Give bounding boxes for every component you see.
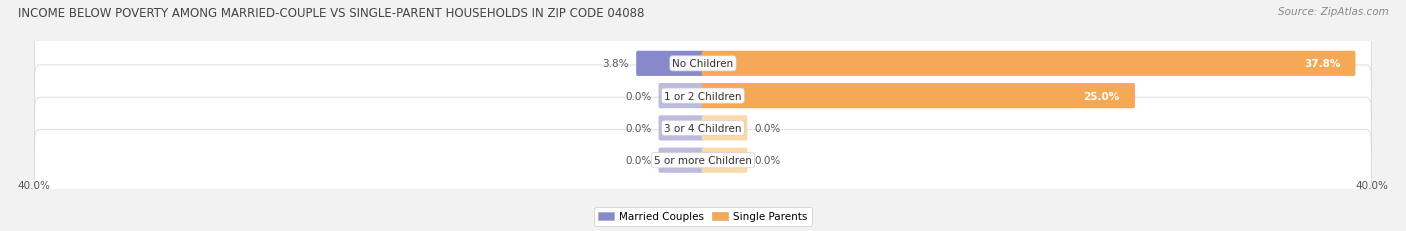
Legend: Married Couples, Single Parents: Married Couples, Single Parents [595, 207, 811, 226]
Text: 1 or 2 Children: 1 or 2 Children [664, 91, 742, 101]
FancyBboxPatch shape [636, 52, 704, 77]
Text: 37.8%: 37.8% [1303, 59, 1340, 69]
Text: Source: ZipAtlas.com: Source: ZipAtlas.com [1278, 7, 1389, 17]
FancyBboxPatch shape [35, 98, 1371, 159]
Text: 0.0%: 0.0% [626, 91, 651, 101]
Text: 0.0%: 0.0% [755, 123, 780, 133]
Text: 40.0%: 40.0% [17, 181, 51, 191]
FancyBboxPatch shape [702, 84, 1135, 109]
FancyBboxPatch shape [702, 52, 1355, 77]
FancyBboxPatch shape [658, 116, 704, 141]
Text: 3 or 4 Children: 3 or 4 Children [664, 123, 742, 133]
Text: 5 or more Children: 5 or more Children [654, 155, 752, 165]
FancyBboxPatch shape [702, 116, 748, 141]
FancyBboxPatch shape [658, 148, 704, 173]
Text: No Children: No Children [672, 59, 734, 69]
Text: 25.0%: 25.0% [1084, 91, 1119, 101]
Text: 0.0%: 0.0% [626, 123, 651, 133]
FancyBboxPatch shape [35, 130, 1371, 191]
FancyBboxPatch shape [658, 84, 704, 109]
Text: 40.0%: 40.0% [1355, 181, 1389, 191]
Text: 0.0%: 0.0% [626, 155, 651, 165]
FancyBboxPatch shape [35, 66, 1371, 127]
Text: INCOME BELOW POVERTY AMONG MARRIED-COUPLE VS SINGLE-PARENT HOUSEHOLDS IN ZIP COD: INCOME BELOW POVERTY AMONG MARRIED-COUPL… [18, 7, 645, 20]
Text: 3.8%: 3.8% [602, 59, 628, 69]
FancyBboxPatch shape [702, 148, 748, 173]
Text: 0.0%: 0.0% [755, 155, 780, 165]
FancyBboxPatch shape [35, 33, 1371, 95]
